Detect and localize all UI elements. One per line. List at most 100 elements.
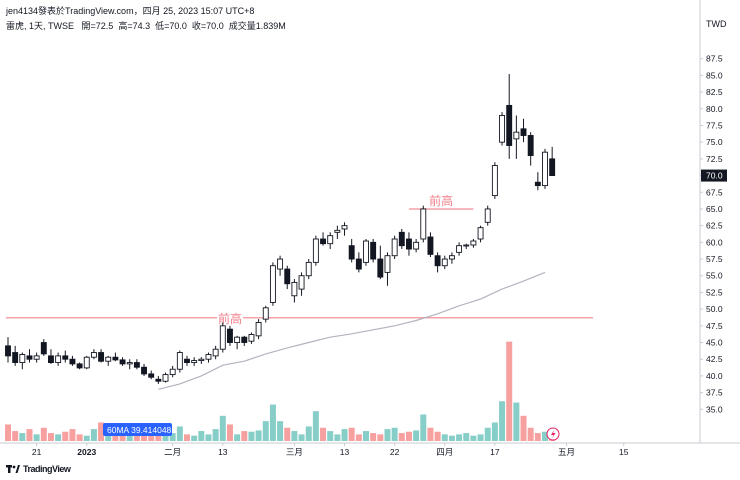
candle-body[interactable] bbox=[520, 128, 527, 136]
volume-bar bbox=[119, 433, 126, 441]
candle-body[interactable] bbox=[19, 354, 26, 364]
candle-body[interactable] bbox=[162, 374, 169, 382]
candle-body[interactable] bbox=[12, 352, 19, 364]
candle-body[interactable] bbox=[513, 131, 520, 140]
candle-body[interactable] bbox=[484, 208, 491, 223]
candle-body[interactable] bbox=[534, 181, 541, 187]
candle-body[interactable] bbox=[62, 355, 69, 360]
candle-body[interactable] bbox=[463, 244, 470, 247]
y-tick-label: 57.5 bbox=[706, 254, 723, 264]
candle-body[interactable] bbox=[33, 355, 40, 360]
x-tick-label: 2023 bbox=[77, 447, 96, 457]
candle-body[interactable] bbox=[448, 255, 455, 260]
volume-bar bbox=[377, 434, 384, 441]
candle-body[interactable] bbox=[248, 334, 255, 342]
ma-tag-label: 60MA 39.414048 bbox=[107, 425, 172, 435]
candle-body[interactable] bbox=[205, 354, 212, 360]
candle-body[interactable] bbox=[363, 240, 369, 263]
candle-body[interactable] bbox=[506, 104, 513, 146]
candle-body[interactable] bbox=[241, 336, 248, 343]
candle-body[interactable] bbox=[76, 363, 83, 369]
candle-body[interactable] bbox=[48, 355, 54, 364]
candle-body[interactable] bbox=[334, 229, 341, 233]
y-tick-label: 37.5 bbox=[706, 388, 723, 398]
candle-body[interactable] bbox=[277, 258, 284, 270]
candle-body[interactable] bbox=[312, 238, 319, 263]
candle-body[interactable] bbox=[234, 336, 241, 343]
candle-body[interactable] bbox=[527, 135, 534, 156]
candle-body[interactable] bbox=[441, 258, 448, 267]
candle-body[interactable] bbox=[370, 241, 377, 260]
candle-body[interactable] bbox=[391, 238, 398, 257]
candle-body[interactable] bbox=[26, 355, 33, 360]
candle-body[interactable] bbox=[491, 165, 498, 197]
candle-body[interactable] bbox=[413, 241, 420, 250]
candle-body[interactable] bbox=[141, 366, 147, 375]
candle-body[interactable] bbox=[327, 235, 334, 245]
volume-bar bbox=[484, 427, 491, 441]
volume-bar bbox=[33, 434, 40, 441]
candle-body[interactable] bbox=[398, 231, 405, 247]
candle-body[interactable] bbox=[262, 307, 269, 320]
volume-bar bbox=[184, 434, 190, 441]
ohlc-close: 收=70.0 bbox=[191, 21, 224, 31]
volume-bar bbox=[348, 427, 355, 441]
candle-body[interactable] bbox=[133, 362, 140, 368]
candle-body[interactable] bbox=[341, 225, 348, 230]
candle-body[interactable] bbox=[542, 151, 548, 187]
candle-body[interactable] bbox=[470, 240, 477, 246]
y-tick-label: 75.0 bbox=[706, 137, 723, 147]
candle-body[interactable] bbox=[198, 358, 205, 362]
candle-body[interactable] bbox=[191, 360, 198, 364]
candle-body[interactable] bbox=[212, 348, 219, 357]
candle-body[interactable] bbox=[499, 115, 505, 143]
candle-body[interactable] bbox=[126, 362, 133, 365]
candle-body[interactable] bbox=[255, 322, 262, 337]
candle-body[interactable] bbox=[40, 342, 47, 355]
candle-body[interactable] bbox=[348, 245, 355, 260]
x-tick-label: 21 bbox=[32, 447, 42, 457]
candle-body[interactable] bbox=[219, 325, 226, 350]
candle-body[interactable] bbox=[148, 373, 155, 378]
volume-bar bbox=[527, 427, 534, 441]
candle-body[interactable] bbox=[377, 258, 384, 278]
x-tick-label: 15 bbox=[619, 447, 629, 457]
volume-bar bbox=[226, 424, 233, 441]
candle-body[interactable] bbox=[291, 281, 298, 297]
candle-body[interactable] bbox=[169, 368, 176, 376]
candle-body[interactable] bbox=[176, 352, 183, 370]
candle-body[interactable] bbox=[420, 208, 427, 240]
y-tick-label: 67.5 bbox=[706, 187, 723, 197]
candle-body[interactable] bbox=[105, 356, 112, 362]
candle-body[interactable] bbox=[55, 355, 62, 364]
candle-body[interactable] bbox=[434, 255, 441, 267]
candle-body[interactable] bbox=[155, 378, 162, 382]
candle-body[interactable] bbox=[269, 265, 276, 303]
resistance-label-bg bbox=[217, 309, 243, 326]
candle-body[interactable] bbox=[184, 358, 190, 364]
candle-body[interactable] bbox=[69, 358, 76, 365]
ma60-line[interactable] bbox=[158, 271, 546, 390]
candle-body[interactable] bbox=[98, 352, 105, 362]
candle-body[interactable] bbox=[112, 356, 119, 361]
volume-bar bbox=[463, 433, 470, 441]
volume-bar bbox=[12, 431, 19, 441]
candle-body[interactable] bbox=[384, 255, 391, 273]
candle-body[interactable] bbox=[549, 158, 556, 177]
candle-body[interactable] bbox=[406, 238, 412, 250]
candle-body[interactable] bbox=[355, 258, 362, 270]
candle-body[interactable] bbox=[305, 261, 312, 277]
candle-body[interactable] bbox=[227, 328, 233, 343]
candle-body[interactable] bbox=[119, 359, 126, 365]
candle-body[interactable] bbox=[456, 245, 463, 253]
candle-body[interactable] bbox=[284, 268, 291, 285]
candle-body[interactable] bbox=[477, 227, 484, 240]
candle-body[interactable] bbox=[427, 236, 434, 255]
candle-body[interactable] bbox=[83, 356, 90, 369]
candle-body[interactable] bbox=[5, 345, 11, 357]
volume-bar bbox=[98, 422, 105, 441]
candle-body[interactable] bbox=[90, 352, 97, 358]
candle-body[interactable] bbox=[320, 238, 326, 245]
candle-body[interactable] bbox=[298, 275, 305, 290]
